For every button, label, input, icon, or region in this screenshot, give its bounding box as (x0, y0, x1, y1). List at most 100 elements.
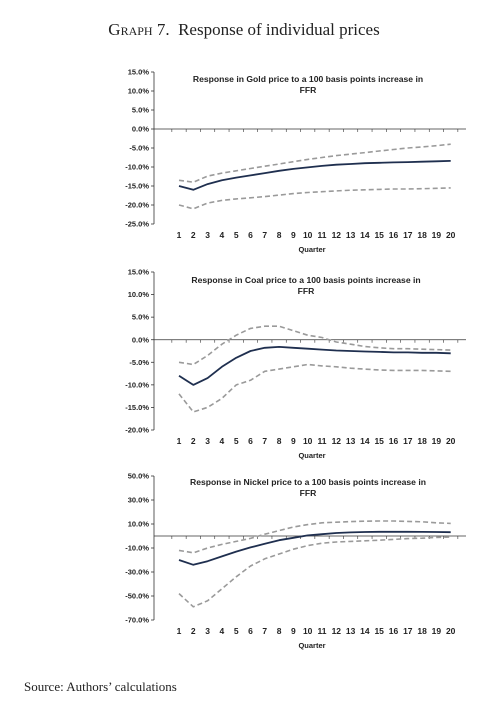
x-tick-label: 10 (303, 626, 313, 636)
x-tick-label: 17 (403, 436, 413, 446)
y-tick-label: -15.0% (125, 403, 149, 412)
x-tick-label: 19 (432, 436, 442, 446)
x-tick-label: 20 (446, 230, 456, 240)
x-tick-label: 19 (432, 626, 442, 636)
x-tick-label: 17 (403, 230, 413, 240)
x-tick-label: 16 (389, 436, 399, 446)
x-tick-label: 2 (191, 626, 196, 636)
y-tick-label: 5.0% (132, 313, 149, 322)
y-tick-label: -20.0% (125, 201, 149, 210)
x-tick-label: 2 (191, 436, 196, 446)
x-tick-label: 12 (332, 436, 342, 446)
confidence-band-line (178, 363, 451, 413)
confidence-band-line (178, 520, 451, 554)
x-tick-label: 6 (248, 436, 253, 446)
graph-title-number: 7. (156, 20, 170, 39)
chart-title-line2: FFR (300, 488, 317, 498)
y-tick-label: 15.0% (128, 68, 150, 77)
x-tick-label: 18 (417, 626, 427, 636)
x-tick-label: 14 (360, 436, 370, 446)
chart-title-line1: Response in Nickel price to a 100 basis … (190, 477, 426, 487)
x-axis-title: Quarter (298, 245, 325, 254)
x-tick-label: 8 (277, 436, 282, 446)
x-tick-label: 11 (318, 626, 327, 636)
chart-title-line2: FFR (300, 85, 317, 95)
x-tick-label: 9 (291, 436, 296, 446)
y-tick-label: -30.0% (125, 568, 149, 577)
x-tick-label: 10 (303, 436, 313, 446)
x-tick-label: 13 (346, 626, 356, 636)
x-axis-title: Quarter (298, 641, 325, 650)
x-tick-label: 3 (205, 626, 210, 636)
y-tick-label: 50.0% (128, 472, 150, 481)
y-tick-label: 10.0% (128, 290, 150, 299)
x-tick-label: 20 (446, 626, 456, 636)
x-tick-label: 11 (318, 436, 327, 446)
x-tick-label: 15 (374, 626, 384, 636)
y-tick-label: -50.0% (125, 592, 149, 601)
confidence-band-line (178, 325, 451, 366)
chart-title-line1: Response in Coal price to a 100 basis po… (191, 275, 420, 285)
x-tick-label: 10 (303, 230, 313, 240)
x-tick-label: 13 (346, 436, 356, 446)
x-tick-label: 14 (360, 230, 370, 240)
y-tick-label: 15.0% (128, 268, 150, 277)
y-tick-label: -20.0% (125, 426, 149, 435)
y-tick-label: -25.0% (125, 220, 149, 229)
nickel-price-chart: 50.0% 30.0% 10.0% -10.0% -30.0% -50.0% -70.0% 1… (125, 472, 466, 650)
x-tick-label: 7 (262, 230, 267, 240)
x-tick-label: 1 (177, 626, 182, 636)
x-tick-label: 4 (220, 230, 225, 240)
y-tick-label: -5.0% (129, 358, 149, 367)
x-tick-label: 8 (277, 626, 282, 636)
x-tick-label: 3 (205, 230, 210, 240)
x-tick-label: 5 (234, 436, 239, 446)
x-tick-label: 4 (220, 626, 225, 636)
graph-title: Graph 7. Response of individual prices (0, 20, 488, 40)
x-tick-label: 16 (389, 626, 399, 636)
x-tick-label: 12 (332, 626, 342, 636)
x-tick-label: 3 (205, 436, 210, 446)
y-tick-label: 5.0% (132, 106, 149, 115)
x-tick-label: 2 (191, 230, 196, 240)
y-tick-label: 10.0% (128, 520, 150, 529)
y-tick-label: -70.0% (125, 616, 149, 625)
x-tick-label: 12 (332, 230, 342, 240)
x-tick-label: 5 (234, 230, 239, 240)
chart-title-line1: Response in Gold price to a 100 basis po… (193, 74, 423, 84)
y-tick-label: 10.0% (128, 87, 150, 96)
x-tick-label: 1 (177, 436, 182, 446)
response-line (178, 160, 451, 191)
x-axis-title: Quarter (298, 451, 325, 460)
x-tick-label: 18 (417, 230, 427, 240)
y-tick-label: -10.0% (125, 544, 149, 553)
confidence-band-line (178, 143, 451, 183)
response-line (178, 346, 451, 386)
x-tick-label: 5 (234, 626, 239, 636)
x-tick-label: 9 (291, 230, 296, 240)
x-tick-label: 1 (177, 230, 182, 240)
y-tick-label: 0.0% (132, 125, 149, 134)
x-tick-label: 18 (417, 436, 427, 446)
x-tick-label: 6 (248, 230, 253, 240)
x-tick-label: 7 (262, 626, 267, 636)
gold-price-chart: 15.0% 10.0% 5.0% 0.0% -5.0% -10.0% -15.0% -20.0… (125, 68, 466, 254)
response-line (178, 530, 451, 566)
chart-title-line2: FFR (298, 286, 315, 296)
x-tick-label: 19 (432, 230, 442, 240)
y-tick-label: -15.0% (125, 182, 149, 191)
graph-title-word: Graph (108, 20, 153, 39)
x-tick-label: 8 (277, 230, 282, 240)
x-tick-label: 4 (220, 436, 225, 446)
x-tick-label: 13 (346, 230, 356, 240)
x-tick-label: 15 (374, 230, 384, 240)
y-tick-label: -5.0% (129, 144, 149, 153)
x-tick-label: 11 (318, 230, 327, 240)
x-tick-label: 9 (291, 626, 296, 636)
source-note: Source: Authors’ calculations (24, 679, 177, 694)
x-tick-label: 7 (262, 436, 267, 446)
y-tick-label: 30.0% (128, 496, 150, 505)
y-tick-label: -10.0% (125, 163, 149, 172)
x-tick-label: 17 (403, 626, 413, 636)
confidence-band-line (178, 536, 451, 608)
